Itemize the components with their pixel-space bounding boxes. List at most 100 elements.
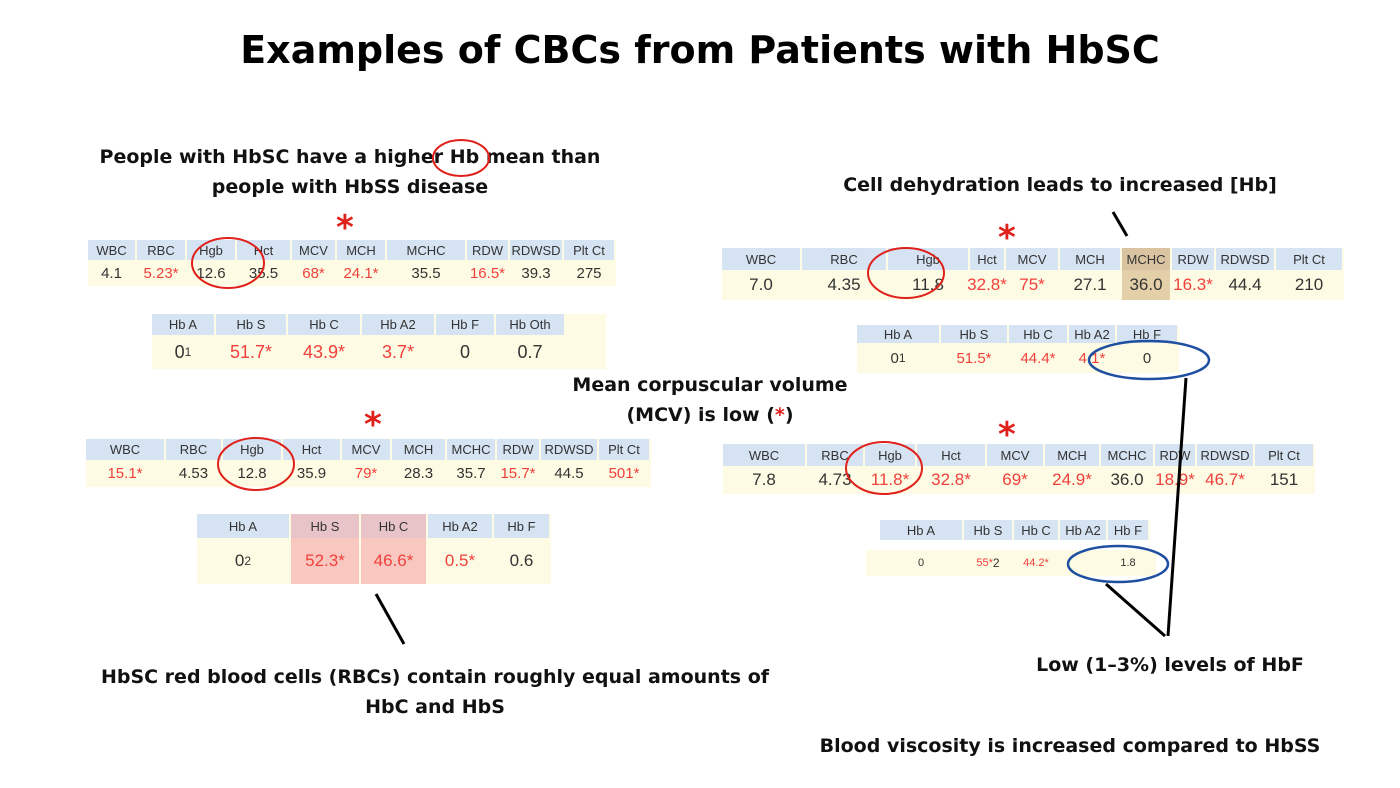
column-header: MCHC [387, 240, 465, 260]
cell-value: 12.8 [223, 460, 281, 487]
value-text: 12.8 [237, 465, 267, 482]
value-text: 11.8* [870, 470, 910, 489]
column-header: WBC [86, 439, 164, 460]
column-header: RDW [497, 439, 539, 460]
value-row: 7.8 4.73 11.8* 32.8* 69* 24.9* 36.0 18.9* 46.7* 1… [723, 466, 1315, 494]
column-header: Hb A2 [428, 514, 492, 538]
cell-value: 35.5 [387, 260, 465, 286]
cell-value: 7.8 [723, 466, 805, 494]
header-row: WBC RBC Hgb Hct MCV MCH MCHC RDW RDWSD Plt Ct [88, 240, 616, 260]
cell-value: 27.1 [1060, 270, 1120, 300]
value-row: 15.1* 4.53 12.8 35.9 79* 28.3 35.7 15.7* 44.5 501… [86, 460, 651, 487]
value-text: 44.4 [1228, 275, 1262, 294]
cell-value: 4.1* [1069, 343, 1115, 373]
column-header: Hct [917, 444, 985, 466]
value-text: 32.8* [931, 470, 971, 489]
column-header: Hb A2 [1060, 520, 1106, 540]
cell-value: 68* [292, 260, 335, 286]
cell-value: 51.7* [216, 335, 286, 369]
cell-value: 79* [342, 460, 390, 487]
value-text: 36.0 [1110, 470, 1144, 489]
column-header: Hb A2 [1069, 325, 1115, 343]
cell-value: 4.73 [807, 466, 863, 494]
column-header: MCV [342, 439, 390, 460]
column-header: WBC [723, 444, 805, 466]
hb4-table: Hb A Hb S Hb C Hb A2 Hb F 0 55* 2 44.2* 1.8 [866, 520, 1156, 576]
column-header: Hb C [1014, 520, 1058, 540]
value-text: 151 [1269, 470, 1299, 489]
cell-value: 46.6* [361, 538, 426, 584]
star-icon: * [336, 208, 354, 248]
value-text: 75* [1019, 275, 1045, 294]
column-header: Hb S [216, 314, 286, 335]
cell-value: 39.3 [510, 260, 562, 286]
column-header: Hb S [291, 514, 359, 538]
cell-value: 16.3* [1172, 270, 1214, 300]
column-header: Hct [970, 248, 1004, 270]
value-text: 69* [1002, 470, 1028, 489]
cell-value: 210 [1276, 270, 1342, 300]
column-header: MCH [337, 240, 385, 260]
column-header: Hct [237, 240, 290, 260]
column-header: RDWSD [541, 439, 597, 460]
value-text: 0.5* [444, 551, 476, 570]
column-header: RBC [807, 444, 863, 466]
cell-value: 7.0 [722, 270, 800, 300]
cell-value: 18.9* [1155, 466, 1195, 494]
value-text: 18.9* [1155, 470, 1195, 489]
footnote-marker: 1 [184, 345, 192, 359]
cell-value: 44.2* [1014, 550, 1058, 576]
column-header: MCHC [1101, 444, 1153, 466]
value-text: 0 [459, 341, 470, 362]
value-text: 46.6* [373, 551, 414, 570]
cell-value: 28.3 [392, 460, 445, 487]
value-text: 27.1 [1073, 275, 1107, 294]
value-row: 0 1 51.7* 43.9* 3.7* 0 0.7 [152, 335, 566, 369]
column-header: Hb Oth [496, 314, 564, 335]
column-header: Plt Ct [564, 240, 614, 260]
value-text: 36.0 [1129, 275, 1163, 294]
cell-value: 4.53 [166, 460, 221, 487]
column-header: RDW [1172, 248, 1214, 270]
header-row: Hb A Hb S Hb C Hb A2 Hb F [880, 520, 1150, 540]
value-text: 44.5 [554, 465, 584, 482]
column-header: RBC [802, 248, 886, 270]
cell-value: 4.35 [802, 270, 886, 300]
column-header: Hb S [941, 325, 1007, 343]
value-text: 32.8* [967, 275, 1007, 294]
value-text: 28.3 [403, 465, 434, 482]
value-text: 210 [1294, 275, 1324, 294]
value-text: 15.1* [107, 465, 143, 482]
column-header: Hb A [197, 514, 289, 538]
value-row: 0 1 51.5* 44.4* 4.1* 0 [857, 343, 1179, 373]
column-header: Hb C [1009, 325, 1067, 343]
pointer-line [1105, 582, 1166, 638]
column-header: RDWSD [1197, 444, 1253, 466]
value-text: 12.6 [196, 264, 226, 282]
column-header: Hgb [223, 439, 281, 460]
cell-value: 44.4* [1009, 343, 1067, 373]
star-icon: * [364, 405, 382, 445]
pointer-line [374, 593, 406, 645]
column-header: RDW [1155, 444, 1195, 466]
column-header: Plt Ct [1276, 248, 1342, 270]
cell-value: 35.5 [237, 260, 290, 286]
cell-value: 46.7* [1197, 466, 1253, 494]
cell-value: 1.8 [1108, 550, 1148, 576]
cell-value: 15.1* [86, 460, 164, 487]
column-header: Plt Ct [599, 439, 649, 460]
value-text: 7.0 [749, 275, 773, 294]
header-row: WBC RBC Hgb Hct MCV MCH MCHC RDW RDWSD Plt Ct [722, 248, 1344, 270]
header-row: Hb A Hb S Hb C Hb A2 Hb F Hb Oth [152, 314, 566, 335]
cbc4-table: WBC RBC Hgb Hct MCV MCH MCHC RDW RDWSD Plt Ct 7.8 4… [723, 444, 1315, 494]
column-header: MCV [1006, 248, 1058, 270]
value-text: 68* [302, 264, 325, 282]
value-text: 1.8 [1120, 557, 1136, 569]
value-text: 46.7* [1205, 470, 1245, 489]
value-text: 3.7* [381, 341, 415, 362]
column-header: MCHC [1122, 248, 1170, 270]
value-text: 0.7 [517, 341, 543, 362]
column-header: MCHC [447, 439, 495, 460]
